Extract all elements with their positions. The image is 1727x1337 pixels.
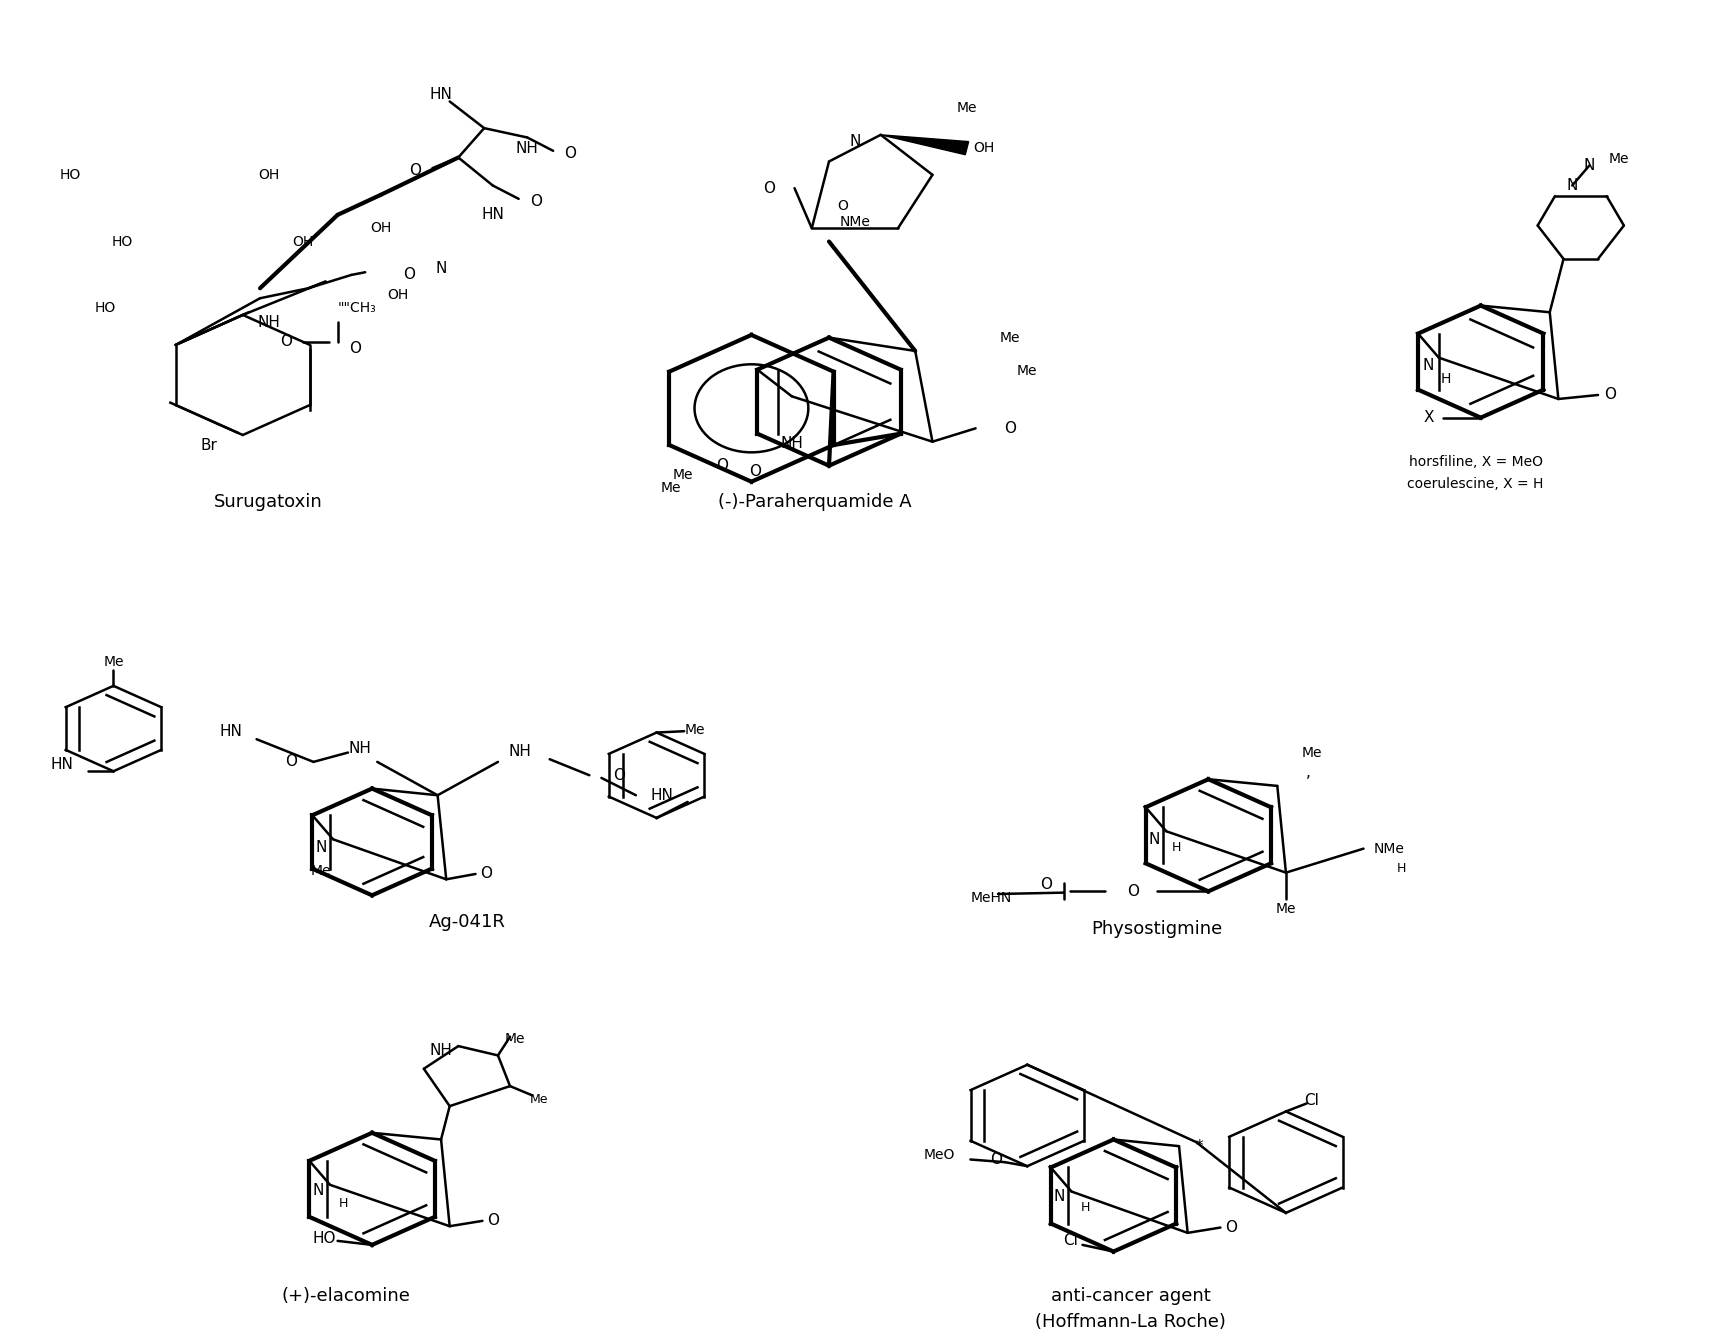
Text: Surugatoxin: Surugatoxin — [214, 493, 323, 511]
Text: *: * — [1195, 1139, 1204, 1154]
Text: O: O — [285, 754, 297, 769]
Text: O: O — [565, 146, 577, 160]
Text: O: O — [349, 341, 361, 356]
Text: Me: Me — [1276, 901, 1297, 916]
Text: anti-cancer agent: anti-cancer agent — [1050, 1286, 1211, 1305]
Text: Br: Br — [200, 439, 218, 453]
Text: Me: Me — [672, 468, 693, 483]
Text: ,: , — [1306, 765, 1311, 779]
Text: Me: Me — [1000, 330, 1021, 345]
Text: Me: Me — [660, 481, 680, 496]
Text: HO: HO — [112, 234, 133, 249]
Text: HN: HN — [50, 757, 73, 771]
Text: O: O — [402, 267, 414, 282]
Text: Me: Me — [104, 655, 124, 668]
Text: HN: HN — [430, 87, 452, 103]
Text: coerulescine, X = H: coerulescine, X = H — [1408, 477, 1544, 492]
Text: X: X — [1423, 410, 1435, 425]
Text: NH: NH — [509, 743, 532, 758]
Text: HO: HO — [60, 168, 81, 182]
Text: OH: OH — [387, 287, 409, 302]
Text: ""CH₃: ""CH₃ — [337, 301, 376, 316]
Text: O: O — [1128, 884, 1140, 898]
Text: HN: HN — [651, 787, 674, 802]
Text: (-)-Paraherquamide A: (-)-Paraherquamide A — [718, 493, 912, 511]
Text: Me: Me — [311, 864, 332, 878]
Text: O: O — [750, 464, 762, 479]
Text: Me: Me — [957, 102, 977, 115]
Text: NMe: NMe — [1375, 841, 1404, 856]
Text: O: O — [409, 163, 421, 178]
Text: (+)-elacomine: (+)-elacomine — [282, 1286, 411, 1305]
Text: horsfiline, X = MeO: horsfiline, X = MeO — [1409, 455, 1542, 469]
Text: MeO: MeO — [924, 1148, 955, 1162]
Text: Me: Me — [1608, 152, 1629, 166]
Text: H: H — [1397, 862, 1406, 876]
Text: N: N — [1566, 178, 1578, 193]
Text: HN: HN — [482, 207, 504, 222]
Text: Me: Me — [530, 1092, 549, 1106]
Text: NMe: NMe — [839, 214, 870, 229]
Text: O: O — [717, 459, 729, 473]
Text: N: N — [850, 134, 860, 148]
Text: NH: NH — [781, 436, 803, 451]
Text: O: O — [1604, 388, 1616, 402]
Text: OH: OH — [257, 168, 280, 182]
Text: (Hoffmann-La Roche): (Hoffmann-La Roche) — [1034, 1313, 1226, 1332]
Text: N: N — [435, 261, 447, 275]
Text: HN: HN — [219, 723, 242, 739]
Text: N: N — [1584, 158, 1596, 172]
Text: Cl: Cl — [1064, 1233, 1078, 1249]
Text: N: N — [1053, 1190, 1066, 1205]
Text: NH: NH — [516, 140, 539, 155]
Text: Me: Me — [504, 1032, 525, 1047]
Text: O: O — [1040, 877, 1052, 892]
Text: Ag-041R: Ag-041R — [428, 913, 506, 931]
Polygon shape — [881, 135, 969, 155]
Text: H: H — [1081, 1201, 1090, 1214]
Text: H: H — [1173, 841, 1181, 854]
Text: O: O — [280, 334, 292, 349]
Text: H: H — [1440, 372, 1451, 386]
Text: O: O — [480, 866, 492, 881]
Text: OH: OH — [370, 221, 392, 235]
Text: O: O — [487, 1214, 499, 1229]
Text: OH: OH — [974, 142, 995, 155]
Text: OH: OH — [292, 234, 314, 249]
Text: O: O — [990, 1152, 1002, 1167]
Text: H: H — [338, 1197, 349, 1210]
Text: Cl: Cl — [1304, 1094, 1319, 1108]
Text: O: O — [530, 194, 542, 209]
Text: NH: NH — [430, 1043, 452, 1058]
Text: NH: NH — [349, 741, 371, 755]
Text: O: O — [1003, 421, 1015, 436]
Text: O: O — [1224, 1221, 1237, 1235]
Text: MeHN: MeHN — [971, 890, 1012, 905]
Text: Me: Me — [684, 723, 705, 737]
Text: N: N — [316, 840, 326, 854]
Text: O: O — [838, 198, 848, 213]
Text: NH: NH — [257, 314, 280, 330]
Text: N: N — [313, 1183, 323, 1198]
Text: HO: HO — [313, 1231, 335, 1246]
Text: O: O — [613, 767, 625, 782]
Text: N: N — [1148, 832, 1161, 846]
Text: Me: Me — [1017, 364, 1038, 378]
Text: N: N — [1423, 358, 1433, 373]
Text: O: O — [763, 180, 775, 195]
Text: HO: HO — [95, 301, 116, 316]
Text: Me: Me — [1302, 746, 1323, 759]
Text: Physostigmine: Physostigmine — [1091, 920, 1223, 937]
